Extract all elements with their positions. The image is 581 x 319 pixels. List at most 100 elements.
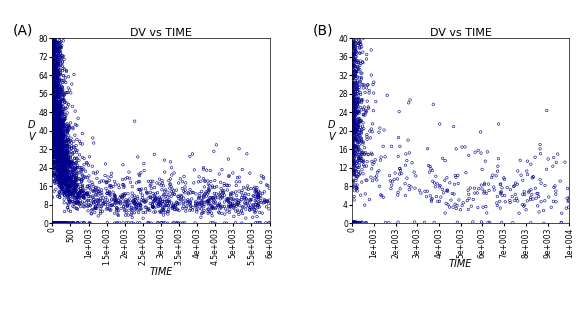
Point (54, 94, 63, 99)
Point (49, 13, 58, 18)
Point (58, 124, 67, 129)
Point (59, 152, 68, 157)
Point (348, 123, 357, 128)
Point (231, 201, 241, 206)
Point (49, 69, 58, 74)
Point (349, 96, 358, 101)
Point (55, 181, 64, 186)
Point (51, 99, 60, 104)
Point (48, 92, 58, 97)
Point (52, 220, 62, 226)
Point (250, 210, 260, 215)
Point (349, 146, 358, 152)
Point (50, 60, 59, 65)
Point (85, 154, 94, 160)
Point (347, 92, 357, 97)
Point (146, 195, 155, 200)
Point (349, 169, 358, 174)
Point (59, 57, 69, 62)
Point (53, 162, 62, 167)
Point (131, 206, 140, 211)
Point (59, 122, 68, 127)
Point (52, 128, 61, 133)
Point (48, 122, 58, 127)
Point (51, 0, 60, 3)
Point (62, 122, 71, 128)
Point (357, 152, 366, 157)
Point (59, 171, 69, 176)
Point (58, 144, 67, 149)
Point (56, 132, 66, 137)
Point (52, 145, 62, 150)
Point (76, 182, 85, 187)
Point (109, 184, 118, 189)
Point (350, 64, 359, 70)
Point (351, 173, 360, 178)
Point (160, 203, 170, 208)
Point (55, 148, 64, 153)
Point (56, 170, 66, 175)
Point (514, 211, 523, 216)
Point (67, 160, 76, 165)
Point (411, 173, 420, 178)
Point (52, 106, 61, 111)
Point (48, 135, 58, 140)
Point (60, 134, 70, 139)
Point (259, 200, 268, 205)
Point (406, 97, 415, 102)
Point (55, 55, 64, 60)
Point (89, 140, 98, 145)
Point (55, 156, 64, 161)
Point (48, 109, 57, 114)
Point (50, 22, 59, 27)
Point (59, 154, 69, 159)
Point (62, 172, 71, 177)
Point (58, 101, 67, 106)
Point (348, 112, 357, 117)
Point (54, 161, 63, 166)
Point (50, 118, 59, 123)
Point (63, 220, 72, 226)
Point (469, 197, 478, 202)
Point (61, 167, 70, 172)
Point (49, 99, 59, 104)
Point (58, 117, 67, 122)
Point (50, 53, 59, 58)
Point (57, 138, 66, 144)
Point (50, 102, 59, 107)
Point (50, 91, 59, 96)
Point (217, 194, 226, 199)
Point (250, 209, 259, 214)
Point (404, 100, 413, 105)
Point (78, 177, 87, 182)
Point (48, 58, 57, 63)
Point (349, 117, 358, 122)
Point (367, 152, 376, 157)
Point (221, 197, 231, 202)
Point (123, 198, 132, 204)
Point (51, 131, 60, 137)
Point (53, 89, 63, 94)
Point (348, 147, 357, 152)
Point (49, 123, 59, 128)
Point (55, 106, 64, 111)
Point (349, 111, 358, 116)
Point (51, 131, 60, 136)
Point (50, 116, 59, 122)
Point (68, 170, 77, 175)
Point (428, 168, 437, 173)
Point (56, 165, 65, 170)
Point (368, 162, 378, 167)
Point (48, 68, 58, 73)
Point (49, 154, 59, 159)
Point (234, 210, 243, 215)
Point (350, 152, 359, 157)
Point (62, 141, 71, 146)
Point (204, 206, 213, 211)
Point (133, 194, 142, 199)
Point (350, 221, 359, 226)
Point (49, 148, 58, 153)
Point (56, 220, 66, 226)
Point (51, 20, 60, 26)
Point (353, 221, 362, 226)
